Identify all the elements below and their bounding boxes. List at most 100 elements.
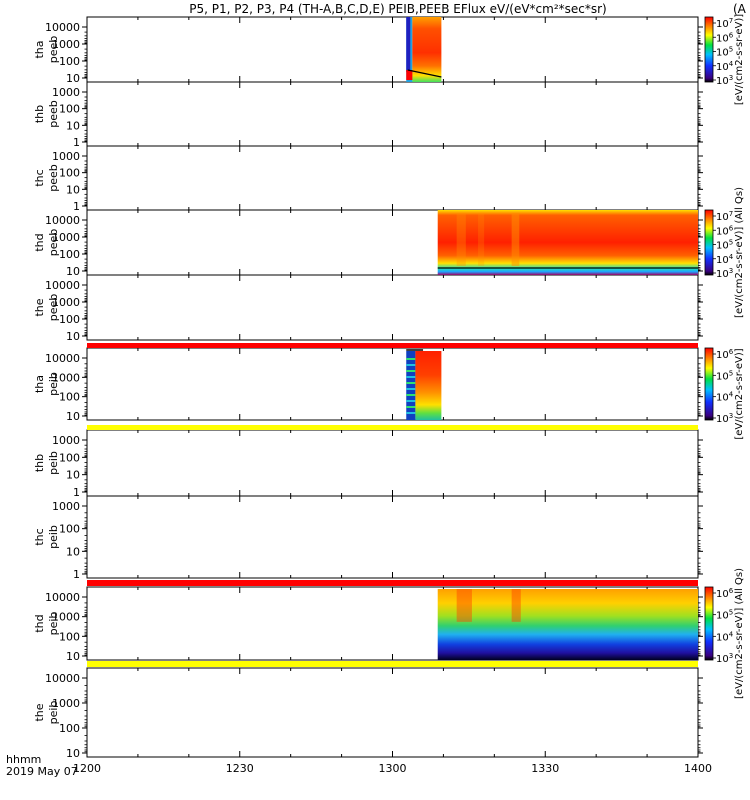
colorbar-tick-base: 10 <box>716 654 729 665</box>
y-tick-label: 1000 <box>52 697 80 710</box>
colorbar-tick-base: 10 <box>716 371 729 382</box>
y-tick-label: 100 <box>59 630 80 643</box>
colorbar-label-text: [eV/(cm2-s-sr-eV)] <box>734 14 745 105</box>
colorbar-tick-label: 106 <box>716 348 734 361</box>
thd-peeb-flag-bar <box>87 580 698 586</box>
panel-background <box>87 146 698 210</box>
y-tick-label: 10000 <box>45 21 80 34</box>
y-tick-label: 100 <box>59 248 80 261</box>
y-tick-label: 10000 <box>45 214 80 227</box>
panel-label: thd peib <box>33 612 60 636</box>
y-tick-label: 100 <box>59 722 80 735</box>
chart-title-tail: (A <box>733 2 747 16</box>
colorbar-label-text: [eV/(cm2-s-sr-eV)] (All Qs) <box>734 568 745 699</box>
x-tick-label: 1400 <box>684 762 712 775</box>
colorbar-tick-exponent: 5 <box>729 369 733 377</box>
panel-tha-peeb: 10000 1000 100 10 tha peeb <box>33 17 703 85</box>
panel-label: thc peeb <box>33 164 60 192</box>
x-tick-label: 1200 <box>73 762 101 775</box>
y-tick-label: 100 <box>59 55 80 68</box>
y-tick-label: 1000 <box>52 86 80 99</box>
x-tick-label: 1300 <box>379 762 407 775</box>
panel-product-label: peib <box>47 525 60 549</box>
panel-probe-label: thb <box>33 454 46 472</box>
tha-peib-stripe <box>406 388 416 390</box>
colorbar-tick-base: 10 <box>716 632 729 643</box>
flag-bars <box>87 343 698 667</box>
colorbar-tick-label: 104 <box>716 60 734 73</box>
panel-product-label: peib <box>47 372 60 396</box>
y-tick-label: 1000 <box>52 150 80 163</box>
y-tick-label: 10000 <box>45 352 80 365</box>
y-tick-label: 10000 <box>45 591 80 604</box>
y-tick-label: 10 <box>66 410 80 423</box>
colorbar-tick-exponent: 3 <box>729 412 733 420</box>
panel-label: thb peeb <box>33 100 60 128</box>
colorbar-tick-base: 10 <box>716 76 729 87</box>
tha-peeb-flag-bar <box>87 343 698 348</box>
colorbar-tick-label: 103 <box>716 652 733 665</box>
colorbar-tick-base: 10 <box>716 255 729 266</box>
panel-probe-label: thd <box>33 233 46 251</box>
panel-label: thd peeb <box>33 229 60 257</box>
tha-peib-stripe <box>406 400 416 402</box>
colorbar-tick-base: 10 <box>716 269 729 280</box>
colorbar-tick-exponent: 5 <box>729 239 733 247</box>
thd-peeb-feature <box>456 214 466 266</box>
y-tick-label: 1 <box>73 200 80 213</box>
panel-product-label: peeb <box>47 36 60 64</box>
colorbar-tick-exponent: 5 <box>729 46 733 54</box>
thd-peib-flag-bar <box>87 661 698 667</box>
colorbar-tick-exponent: 4 <box>729 391 734 399</box>
panel-background <box>87 430 698 496</box>
tha-peib-stripe <box>406 376 416 378</box>
colorbar-tick-base: 10 <box>716 62 729 73</box>
tha-peib-stripe <box>406 394 416 396</box>
y-tick-label: 1000 <box>52 500 80 513</box>
thd-peeb-feature <box>511 214 520 266</box>
y-tick-label: 1000 <box>52 434 80 447</box>
y-tick-label: 10 <box>66 650 80 663</box>
chart-title: P5, P1, P2, P3, P4 (TH-A,B,C,D,E) PEIB,P… <box>189 2 606 16</box>
y-tick-label: 10 <box>66 119 80 132</box>
y-tick-label: 1000 <box>52 296 80 309</box>
colorbar-tick-exponent: 7 <box>729 17 733 25</box>
panel-label: thb peib <box>33 451 60 475</box>
tha-peib-stripe <box>406 412 416 414</box>
colorbar-tick-label: 107 <box>716 17 733 30</box>
y-tick-label: 100 <box>59 313 80 326</box>
panel-frame <box>86 274 699 341</box>
y-tick-label: 1000 <box>52 611 80 624</box>
y-tick-label: 100 <box>59 167 80 180</box>
colorbar-tick-exponent: 4 <box>729 253 734 261</box>
colorbar-label: [eV/(cm2-s-sr-eV)] (All Qs) <box>734 568 745 699</box>
panel-label: tha peib <box>33 372 60 396</box>
y-tick-label: 10 <box>66 747 80 760</box>
tha-peeb-spectrum <box>412 17 442 82</box>
y-tick-label: 1000 <box>52 231 80 244</box>
colorbar-tick-label: 106 <box>716 31 734 44</box>
colorbar-tick-label: 105 <box>716 609 733 622</box>
colorbar-tick-base: 10 <box>716 212 729 223</box>
colorbar-tick-exponent: 5 <box>729 609 733 617</box>
y-tick-label: 100 <box>59 523 80 536</box>
tha-peib-stripe <box>406 370 416 372</box>
thd-peeb-feature <box>478 214 485 266</box>
colorbar-tick-exponent: 6 <box>729 224 734 232</box>
y-tick-label: 1000 <box>52 38 80 51</box>
colorbar-tick-exponent: 7 <box>729 210 733 218</box>
panel-background <box>87 82 698 146</box>
colorbar-tick-exponent: 4 <box>729 630 734 638</box>
y-tick-label: 10000 <box>45 279 80 292</box>
colorbar-tick-label: 107 <box>716 210 733 223</box>
colorbar-tick-base: 10 <box>716 414 729 425</box>
colorbar-strip <box>704 347 714 421</box>
y-tick-label: 10 <box>66 265 80 278</box>
colorbar-tick-exponent: 6 <box>729 587 734 595</box>
x-tick-label: 1230 <box>226 762 254 775</box>
